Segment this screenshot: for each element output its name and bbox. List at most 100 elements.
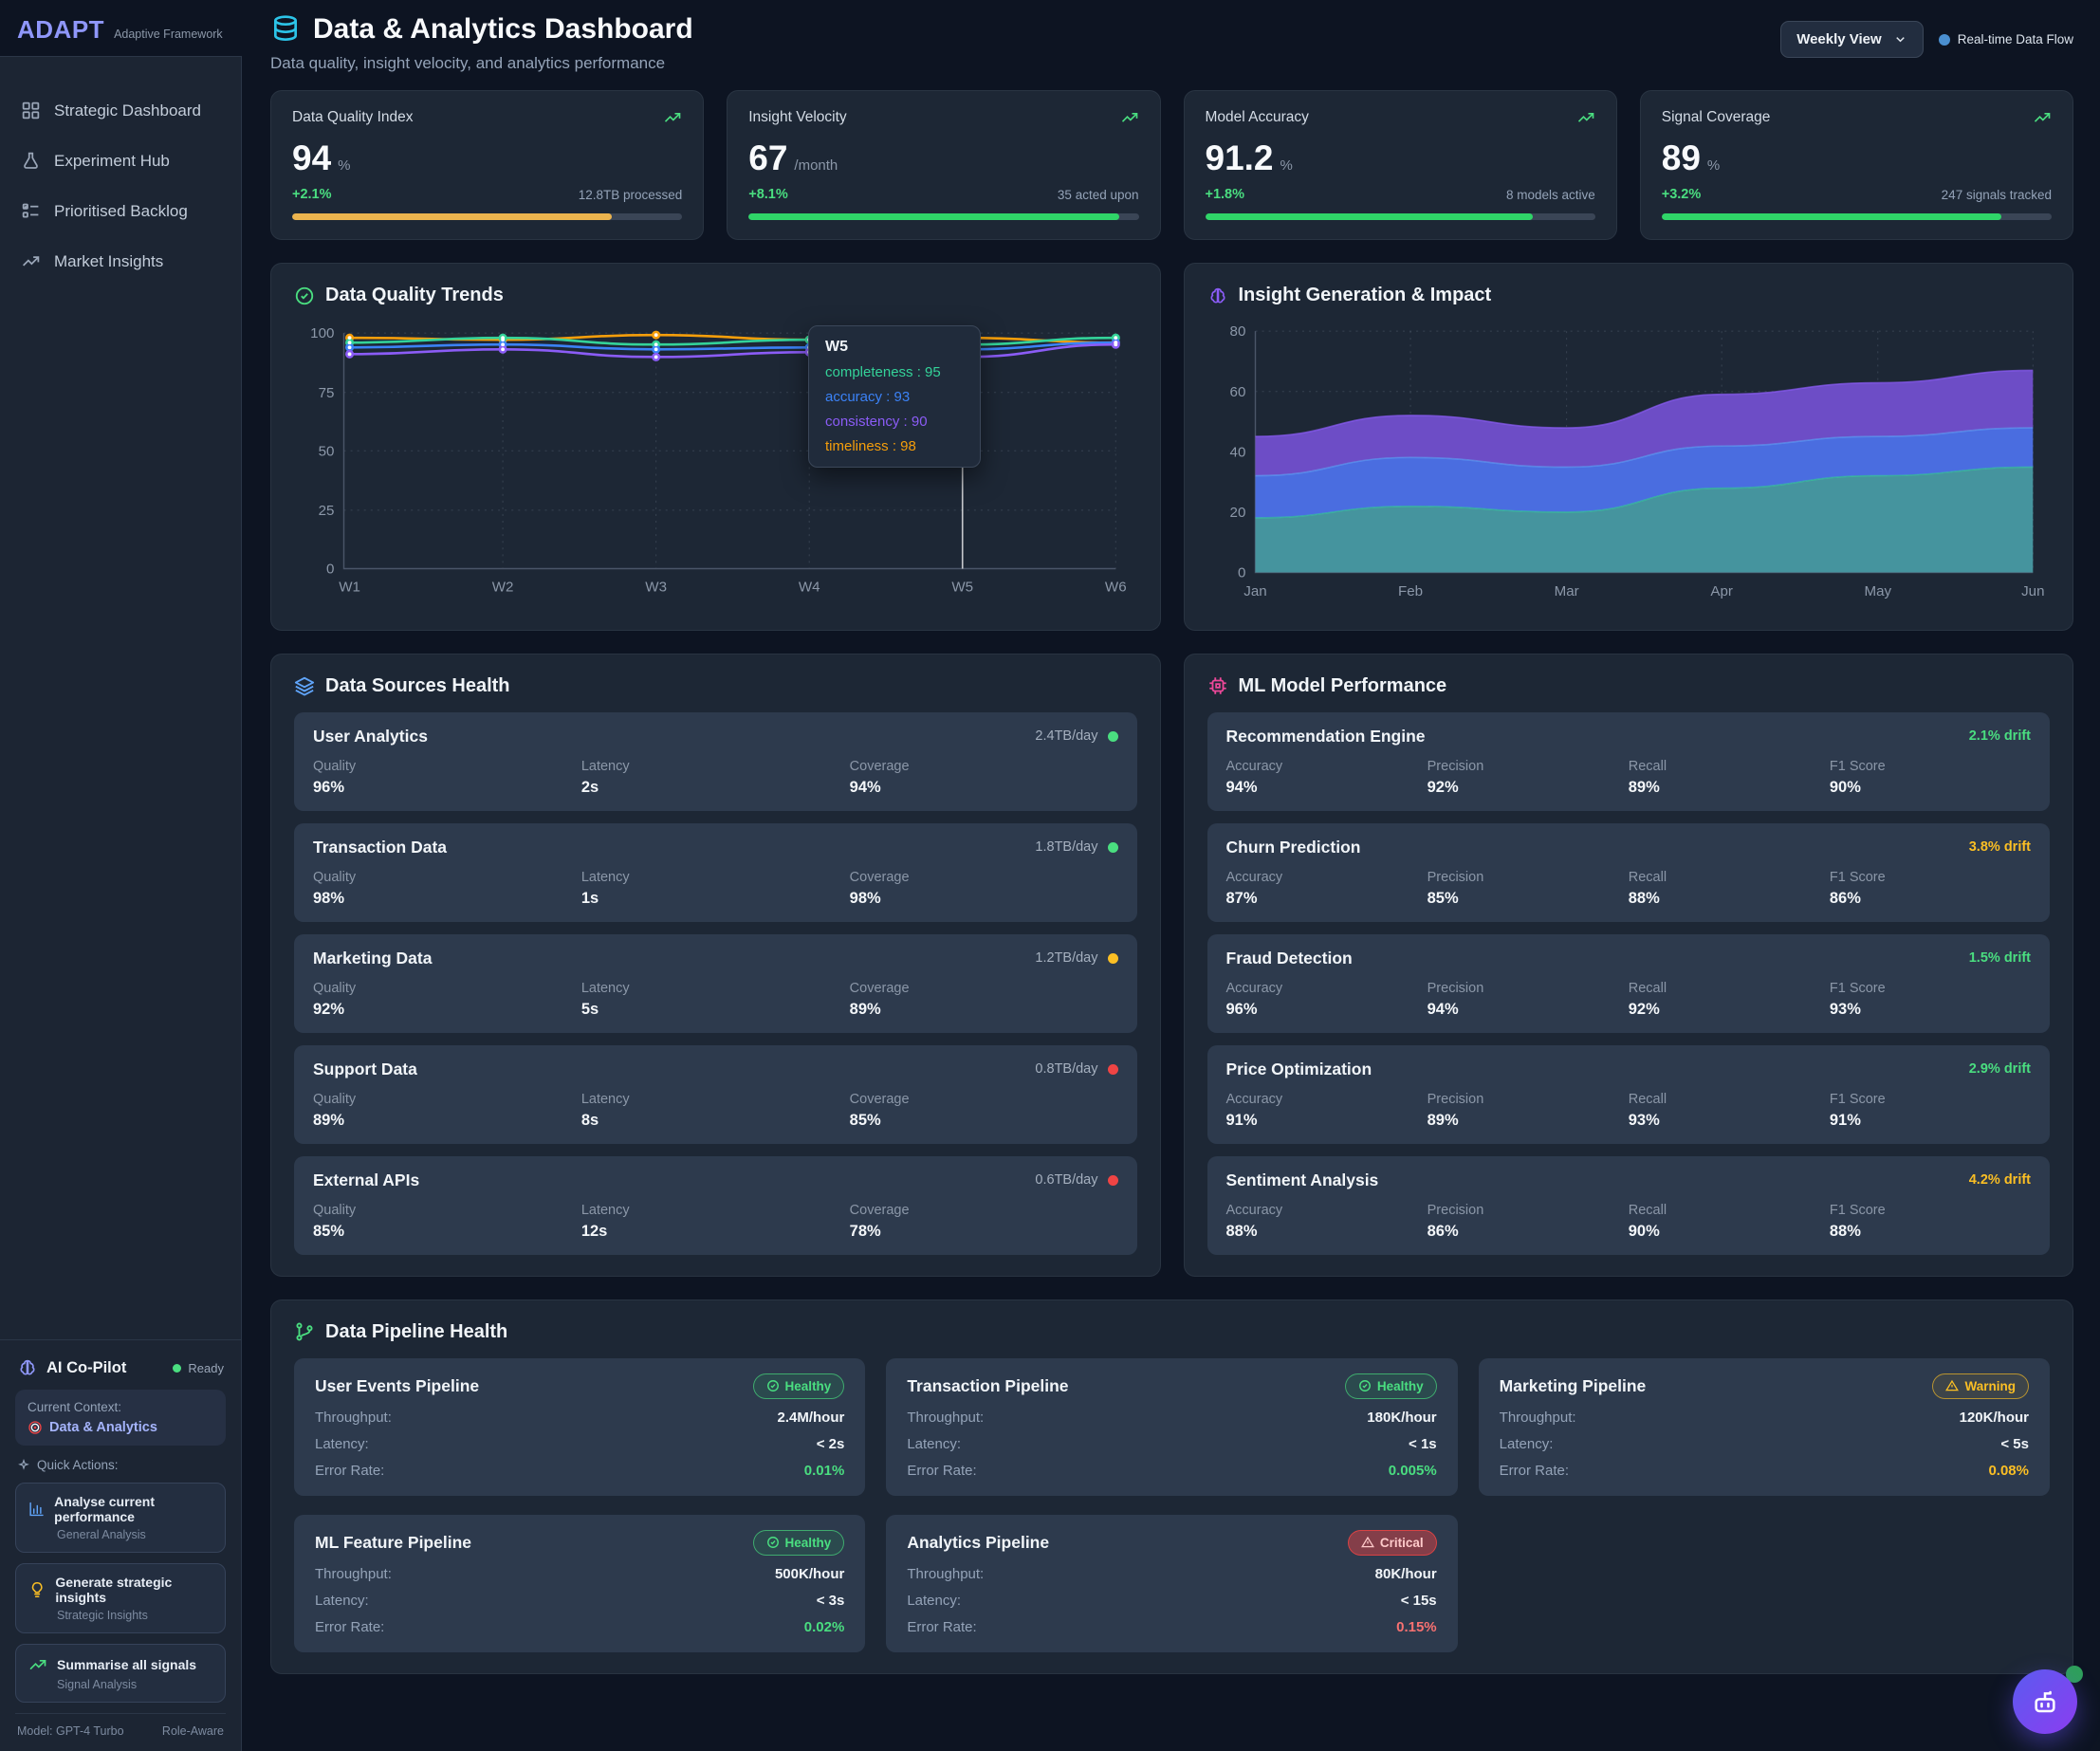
x-tick: Jan	[1243, 583, 1266, 599]
model-label: Model: GPT-4 Turbo	[17, 1724, 124, 1738]
metric-label: F1 Score	[1830, 981, 2031, 996]
sidebar-item-strategic-dashboard[interactable]: Strategic Dashboard	[0, 85, 241, 136]
metric-value: 94%	[1428, 1001, 1629, 1019]
model-row: Churn Prediction 3.8% drift Accuracy87% …	[1207, 823, 2051, 922]
sidebar-panel: Strategic Dashboard Experiment Hub Prior…	[0, 56, 242, 1751]
status-badge: Healthy	[753, 1373, 845, 1399]
metric-value: 89%	[1629, 779, 1830, 797]
metric-value: 94%	[1226, 779, 1428, 797]
x-tick: Mar	[1554, 583, 1578, 599]
metric-label: Latency	[581, 870, 850, 885]
quality-trends-chart[interactable]: 0 25 50 75 100 W1 W2 W3 W4 W5 W6	[294, 322, 1137, 609]
status-dot-icon	[1108, 953, 1118, 964]
copilot-footer: Model: GPT-4 Turbo Role-Aware	[15, 1713, 226, 1740]
git-branch-icon	[294, 1321, 315, 1342]
fab-container	[2013, 1669, 2077, 1734]
y-tick: 75	[319, 385, 335, 401]
kpi-card-insight-velocity: Insight Velocity 67/month +8.1%35 acted …	[727, 90, 1160, 240]
x-tick: Apr	[1710, 583, 1733, 599]
metric-value: 85%	[1428, 890, 1629, 908]
quick-action-generate-insights[interactable]: Generate strategic insights Strategic In…	[15, 1563, 226, 1633]
action-subtitle: General Analysis	[28, 1528, 212, 1541]
pipeline-card-marketing: Marketing Pipeline Warning Throughput:12…	[1479, 1358, 2050, 1496]
metric-value: 89%	[1428, 1112, 1629, 1130]
progress-fill	[292, 213, 612, 220]
kpi-note: 35 acted upon	[1058, 188, 1139, 202]
pipeline-metric-label: Throughput:	[907, 1566, 984, 1582]
brain-icon	[1207, 286, 1228, 306]
ml-models-panel: ML Model Performance Recommendation Engi…	[1184, 654, 2074, 1277]
action-subtitle: Signal Analysis	[28, 1678, 212, 1691]
metric-value: 87%	[1226, 890, 1428, 908]
sidebar-item-prioritised-backlog[interactable]: Prioritised Backlog	[0, 186, 241, 236]
model-drift: 4.2% drift	[1969, 1172, 2031, 1188]
action-title: Generate strategic insights	[55, 1575, 212, 1605]
copilot-status: Ready	[173, 1361, 224, 1375]
view-selector-dropdown[interactable]: Weekly View	[1780, 21, 1924, 58]
data-sources-list: User Analytics 2.4TB/day Quality96% Late…	[294, 712, 1137, 1255]
metric-label: Accuracy	[1226, 1092, 1428, 1107]
pipeline-metric-value: < 15s	[1401, 1593, 1437, 1609]
app-logo: ADAPT Adaptive Framework	[0, 0, 242, 56]
sidebar-item-market-insights[interactable]: Market Insights	[0, 236, 241, 286]
metric-label: Recall	[1629, 981, 1830, 996]
metric-value: 89%	[313, 1112, 581, 1130]
model-drift: 2.9% drift	[1969, 1061, 2031, 1077]
page-title: Data & Analytics Dashboard	[313, 13, 693, 46]
metric-label: F1 Score	[1830, 759, 2031, 774]
x-tick: Feb	[1398, 583, 1423, 599]
x-tick: W2	[492, 580, 514, 596]
kpi-value: 89	[1662, 138, 1701, 178]
metric-label: Coverage	[850, 981, 1118, 996]
pipeline-metric-label: Latency:	[315, 1436, 369, 1452]
metric-value: 5s	[581, 1001, 850, 1019]
metric-label: Coverage	[850, 1092, 1118, 1107]
lightbulb-icon	[28, 1580, 46, 1599]
progress-bar	[1662, 213, 2052, 220]
logo-text: ADAPT	[17, 15, 104, 45]
pipeline-error-value: 0.02%	[804, 1619, 845, 1635]
progress-fill	[1206, 213, 1533, 220]
kpi-label: Data Quality Index	[292, 109, 414, 126]
page-header: Data & Analytics Dashboard Data quality,…	[270, 13, 2073, 73]
metric-value: 86%	[1830, 890, 2031, 908]
x-tick: W1	[339, 580, 360, 596]
robot-icon	[2030, 1686, 2060, 1717]
metric-label: Precision	[1428, 981, 1629, 996]
metric-label: Latency	[581, 1092, 850, 1107]
metric-label: Accuracy	[1226, 981, 1428, 996]
logo-subtitle: Adaptive Framework	[114, 28, 223, 41]
metric-label: Coverage	[850, 1203, 1118, 1218]
quick-actions-label: Quick Actions:	[17, 1458, 224, 1472]
pipeline-metric-label: Throughput:	[907, 1410, 984, 1426]
ai-assistant-fab-button[interactable]	[2013, 1669, 2077, 1734]
chart-tooltip: W5 completeness : 95 accuracy : 93 consi…	[808, 325, 981, 468]
kpi-row: Data Quality Index 94% +2.1%12.8TB proce…	[270, 90, 2073, 240]
metric-value: 96%	[313, 779, 581, 797]
copilot-header: AI Co-Pilot Ready	[15, 1355, 226, 1390]
metric-label: Accuracy	[1226, 759, 1428, 774]
sidebar-item-label: Strategic Dashboard	[54, 101, 201, 120]
quick-action-summarise-signals[interactable]: Summarise all signals Signal Analysis	[15, 1644, 226, 1703]
y-tick: 0	[326, 562, 334, 578]
status-badge: Healthy	[753, 1530, 845, 1556]
insight-impact-chart[interactable]: 0 20 40 60 80 Jan Feb Mar Apr May Jun	[1207, 322, 2051, 609]
sparkle-icon	[17, 1459, 30, 1472]
tooltip-item: consistency : 90	[825, 414, 964, 430]
pipeline-metric-label: Latency:	[907, 1436, 961, 1452]
metric-label: Quality	[313, 1203, 581, 1218]
metric-label: Quality	[313, 759, 581, 774]
metric-label: Quality	[313, 981, 581, 996]
kpi-note: 8 models active	[1506, 188, 1595, 202]
model-row: Fraud Detection 1.5% drift Accuracy96% P…	[1207, 934, 2051, 1033]
kpi-unit: %	[1280, 157, 1293, 174]
sidebar-item-experiment-hub[interactable]: Experiment Hub	[0, 136, 241, 186]
y-tick: 80	[1229, 323, 1245, 340]
metric-value: 90%	[1629, 1223, 1830, 1241]
metric-value: 98%	[313, 890, 581, 908]
pipeline-name: ML Feature Pipeline	[315, 1533, 471, 1553]
quick-action-analyse-performance[interactable]: Analyse current performance General Anal…	[15, 1483, 226, 1553]
model-drift: 3.8% drift	[1969, 839, 2031, 855]
metric-value: 85%	[850, 1112, 1118, 1130]
metric-value: 94%	[850, 779, 1118, 797]
